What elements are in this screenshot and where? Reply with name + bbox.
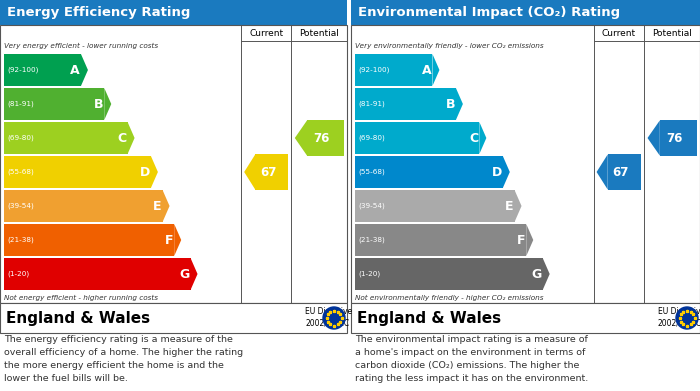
Bar xyxy=(307,120,344,156)
Bar xyxy=(355,122,480,154)
Circle shape xyxy=(323,307,345,329)
Text: (81-91): (81-91) xyxy=(358,101,385,107)
Polygon shape xyxy=(503,156,510,188)
Text: Very energy efficient - lower running costs: Very energy efficient - lower running co… xyxy=(4,43,158,49)
Text: England & Wales: England & Wales xyxy=(357,310,501,325)
Text: Potential: Potential xyxy=(652,29,692,38)
Polygon shape xyxy=(456,88,463,120)
Text: Energy Efficiency Rating: Energy Efficiency Rating xyxy=(7,6,190,19)
Text: England & Wales: England & Wales xyxy=(6,310,150,325)
Text: Potential: Potential xyxy=(300,29,339,38)
Bar xyxy=(355,88,456,120)
Text: Current: Current xyxy=(602,29,636,38)
Text: The environmental impact rating is a measure of
a home's impact on the environme: The environmental impact rating is a mea… xyxy=(355,335,588,382)
Text: D: D xyxy=(139,165,150,179)
Bar xyxy=(4,190,162,222)
Circle shape xyxy=(676,307,698,329)
Text: G: G xyxy=(531,267,542,280)
Bar xyxy=(355,156,503,188)
Text: 67: 67 xyxy=(260,165,276,179)
Bar xyxy=(351,0,700,25)
Text: A: A xyxy=(422,63,431,77)
Bar xyxy=(256,154,288,190)
Text: Current: Current xyxy=(249,29,284,38)
Bar xyxy=(355,258,542,290)
Text: B: B xyxy=(445,97,455,111)
Polygon shape xyxy=(127,122,134,154)
Polygon shape xyxy=(542,258,550,290)
Polygon shape xyxy=(433,54,440,86)
Text: E: E xyxy=(505,199,514,212)
Text: Environmental Impact (CO₂) Rating: Environmental Impact (CO₂) Rating xyxy=(358,6,620,19)
Bar xyxy=(608,154,641,190)
Text: (39-54): (39-54) xyxy=(358,203,385,209)
Polygon shape xyxy=(295,120,307,156)
Text: 76: 76 xyxy=(666,131,682,145)
Polygon shape xyxy=(648,120,660,156)
Polygon shape xyxy=(104,88,111,120)
Bar xyxy=(351,25,700,303)
Text: (69-80): (69-80) xyxy=(7,135,34,141)
Text: (69-80): (69-80) xyxy=(358,135,385,141)
Bar xyxy=(355,54,433,86)
Text: The energy efficiency rating is a measure of the
overall efficiency of a home. T: The energy efficiency rating is a measur… xyxy=(4,335,243,382)
Bar xyxy=(4,54,81,86)
Bar xyxy=(355,190,514,222)
Text: EU Directive
2002/91/EC: EU Directive 2002/91/EC xyxy=(658,307,700,327)
Text: (55-68): (55-68) xyxy=(7,169,34,175)
Text: EU Directive
2002/91/EC: EU Directive 2002/91/EC xyxy=(305,307,352,327)
Text: F: F xyxy=(517,233,525,246)
Text: Very environmentally friendly - lower CO₂ emissions: Very environmentally friendly - lower CO… xyxy=(355,43,544,49)
Text: (92-100): (92-100) xyxy=(7,67,38,73)
Bar xyxy=(355,224,526,256)
Text: (55-68): (55-68) xyxy=(358,169,385,175)
Text: D: D xyxy=(491,165,502,179)
Polygon shape xyxy=(190,258,197,290)
Polygon shape xyxy=(596,154,608,190)
Text: A: A xyxy=(70,63,80,77)
Bar xyxy=(4,88,104,120)
Text: 76: 76 xyxy=(313,131,330,145)
Bar xyxy=(4,258,190,290)
Bar xyxy=(4,156,151,188)
Text: (1-20): (1-20) xyxy=(7,271,29,277)
Bar xyxy=(0,0,347,25)
Text: E: E xyxy=(153,199,162,212)
Polygon shape xyxy=(480,122,486,154)
Text: G: G xyxy=(179,267,190,280)
Text: Not energy efficient - higher running costs: Not energy efficient - higher running co… xyxy=(4,295,158,301)
Polygon shape xyxy=(151,156,158,188)
Text: 67: 67 xyxy=(612,165,629,179)
Polygon shape xyxy=(81,54,88,86)
Bar xyxy=(0,303,347,333)
Bar xyxy=(660,120,696,156)
Polygon shape xyxy=(526,224,533,256)
Polygon shape xyxy=(174,224,181,256)
Text: (39-54): (39-54) xyxy=(7,203,34,209)
Bar xyxy=(4,224,174,256)
Text: C: C xyxy=(118,131,127,145)
Text: (92-100): (92-100) xyxy=(358,67,389,73)
Text: B: B xyxy=(94,97,104,111)
Polygon shape xyxy=(244,154,256,190)
Bar xyxy=(0,25,347,303)
Text: (81-91): (81-91) xyxy=(7,101,34,107)
Text: C: C xyxy=(469,131,478,145)
Bar xyxy=(4,122,127,154)
Polygon shape xyxy=(514,190,522,222)
Text: Not environmentally friendly - higher CO₂ emissions: Not environmentally friendly - higher CO… xyxy=(355,295,543,301)
Polygon shape xyxy=(162,190,169,222)
Text: (21-38): (21-38) xyxy=(358,237,385,243)
Text: F: F xyxy=(164,233,173,246)
Bar xyxy=(351,303,700,333)
Text: (1-20): (1-20) xyxy=(358,271,380,277)
Text: (21-38): (21-38) xyxy=(7,237,34,243)
